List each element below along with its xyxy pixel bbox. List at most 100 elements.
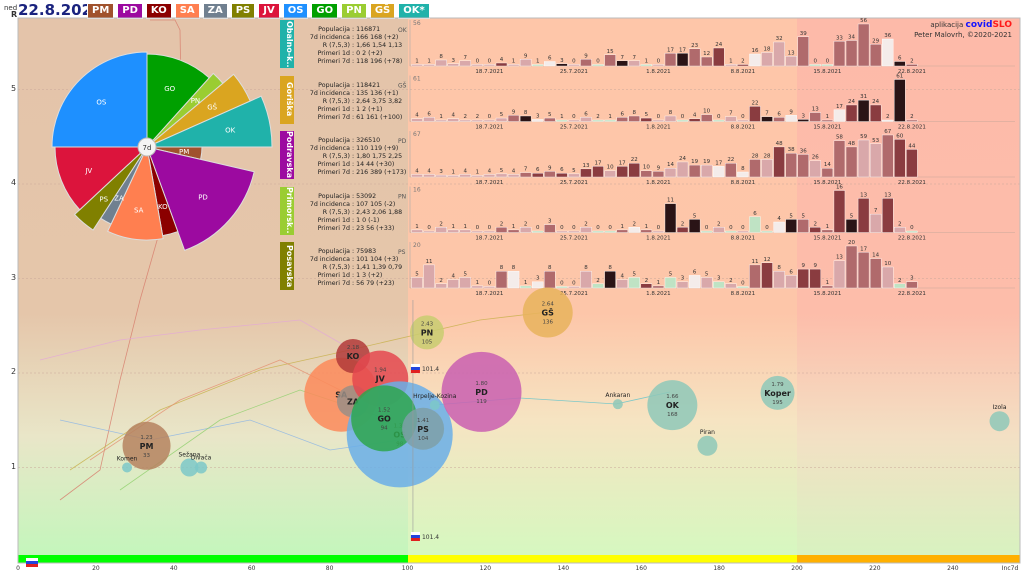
bar-value-label: 24 bbox=[848, 99, 855, 105]
bubble-divača[interactable] bbox=[195, 461, 208, 474]
bar-value-label: 5 bbox=[705, 272, 709, 278]
bar-value-label: 8 bbox=[777, 265, 781, 271]
bar-value-label: 36 bbox=[884, 33, 891, 39]
bar-value-label: 8 bbox=[512, 265, 516, 271]
bar-value-label: 24 bbox=[679, 156, 686, 162]
bubble-koper[interactable] bbox=[760, 375, 795, 410]
bar-value-label: 6 bbox=[789, 269, 793, 275]
bubble-pd[interactable] bbox=[441, 351, 522, 432]
bar bbox=[604, 230, 616, 233]
stat-sep: : bbox=[350, 272, 357, 279]
bubble-ps[interactable] bbox=[402, 407, 445, 450]
bubble-piran[interactable] bbox=[697, 435, 718, 456]
x-axis-label: Inc7d bbox=[1001, 565, 1019, 572]
bar bbox=[652, 119, 665, 122]
bar-value-label: 1 bbox=[512, 59, 516, 65]
pie-slice-label: JV bbox=[84, 167, 92, 175]
bar-value-label: 23 bbox=[691, 43, 698, 49]
bar bbox=[845, 40, 858, 67]
bar-value-label: 2 bbox=[596, 278, 600, 284]
panel-stat-cases_1d: Primeri 1d : 0 2 (+2) bbox=[296, 50, 383, 57]
bar bbox=[857, 198, 870, 233]
pie-slice-label: GŠ bbox=[207, 102, 217, 111]
bubble-komen[interactable] bbox=[122, 462, 133, 473]
panel-stat-incidence: 7d incidenca : 107 105 (-2) bbox=[296, 201, 396, 208]
bar bbox=[435, 227, 447, 233]
bar-value-label: 2 bbox=[717, 221, 721, 227]
row-max: 67 bbox=[413, 131, 421, 138]
bar-value-label: 1 bbox=[427, 59, 431, 65]
bar-value-label: 1 bbox=[645, 224, 649, 230]
bar-value-label: 44 bbox=[908, 143, 915, 149]
bar-value-label: 5 bbox=[645, 112, 649, 118]
bubble-pn[interactable] bbox=[409, 315, 444, 350]
bar bbox=[845, 104, 858, 122]
bar bbox=[592, 230, 604, 233]
bubble-inc: 104 bbox=[418, 436, 429, 442]
stat-value: 14 44 (+30) bbox=[356, 161, 395, 168]
bar-value-label: 2 bbox=[741, 59, 745, 65]
bubble-name: Izola bbox=[993, 404, 1007, 411]
bubble-izola[interactable] bbox=[989, 411, 1010, 432]
bar bbox=[544, 224, 556, 233]
panel-stat-cases_7d: Primeri 7d : 56 79 (+23) bbox=[296, 280, 395, 287]
bar bbox=[483, 64, 496, 67]
bar bbox=[797, 36, 809, 67]
bar bbox=[471, 285, 484, 289]
panel-stat-cases_1d: Primeri 1d : 1 3 (+2) bbox=[296, 272, 383, 279]
bubble-inc: 105 bbox=[422, 339, 433, 345]
bubble-sežana[interactable] bbox=[180, 458, 199, 477]
date-label: 1.8.2021 bbox=[646, 291, 671, 297]
bar-value-label: 0 bbox=[657, 59, 661, 65]
bar-value-label: 19 bbox=[703, 159, 710, 165]
bubble-go[interactable] bbox=[351, 385, 418, 452]
bar bbox=[737, 286, 749, 289]
bar-value-label: 22 bbox=[727, 157, 734, 163]
bar bbox=[616, 60, 628, 67]
bar bbox=[592, 283, 604, 289]
bar bbox=[688, 219, 701, 233]
bar bbox=[773, 117, 785, 122]
bar-value-label: 2 bbox=[886, 114, 890, 120]
bar-value-label: 17 bbox=[715, 160, 722, 166]
bar-value-label: 6 bbox=[536, 167, 540, 173]
bar bbox=[725, 283, 737, 289]
bar-value-label: 2 bbox=[524, 221, 528, 227]
date-label: 18.7.2021 bbox=[475, 236, 503, 242]
stat-value: 61 161 (+100) bbox=[356, 113, 403, 121]
legend-chip-za[interactable]: ZA bbox=[202, 3, 228, 19]
bubble-ankaran[interactable] bbox=[612, 399, 623, 410]
stat-label: R (7,5,3) bbox=[322, 153, 350, 160]
bubble-inc: 119 bbox=[476, 399, 487, 405]
stat-value: 2,64 3,75 3,82 bbox=[356, 97, 403, 105]
bar bbox=[532, 281, 544, 289]
bar bbox=[447, 175, 459, 178]
stat-sep: : bbox=[350, 280, 357, 287]
bar bbox=[495, 173, 508, 178]
bubble-hrpelje-kozina[interactable] bbox=[429, 400, 440, 411]
bar bbox=[411, 174, 423, 178]
panel-stat-cases_1d: Primeri 1d : 1 2 (+1) bbox=[296, 106, 383, 113]
stat-sep: : bbox=[350, 161, 357, 168]
bar-value-label: 5 bbox=[633, 272, 637, 278]
bar bbox=[580, 59, 592, 67]
bubble-gš[interactable] bbox=[522, 287, 573, 338]
bar-value-label: 53 bbox=[872, 138, 879, 144]
band-orange bbox=[797, 555, 1020, 563]
bar bbox=[628, 277, 640, 289]
x-tick: 180 bbox=[713, 565, 725, 572]
bubble-ok[interactable] bbox=[647, 380, 698, 431]
bar bbox=[568, 64, 580, 67]
bubble-name: GO bbox=[377, 414, 391, 423]
stat-label: 7d incidenca bbox=[309, 145, 350, 152]
bubble-pm[interactable] bbox=[122, 421, 171, 470]
bar bbox=[882, 119, 894, 122]
bar-value-label: 13 bbox=[884, 192, 891, 198]
bar bbox=[797, 268, 809, 289]
bar bbox=[483, 230, 496, 233]
bar bbox=[495, 62, 508, 67]
bar-value-label: 61 bbox=[896, 74, 903, 80]
bar-value-label: 13 bbox=[788, 50, 795, 56]
bar-value-label: 0 bbox=[657, 114, 661, 120]
bar bbox=[423, 230, 435, 233]
